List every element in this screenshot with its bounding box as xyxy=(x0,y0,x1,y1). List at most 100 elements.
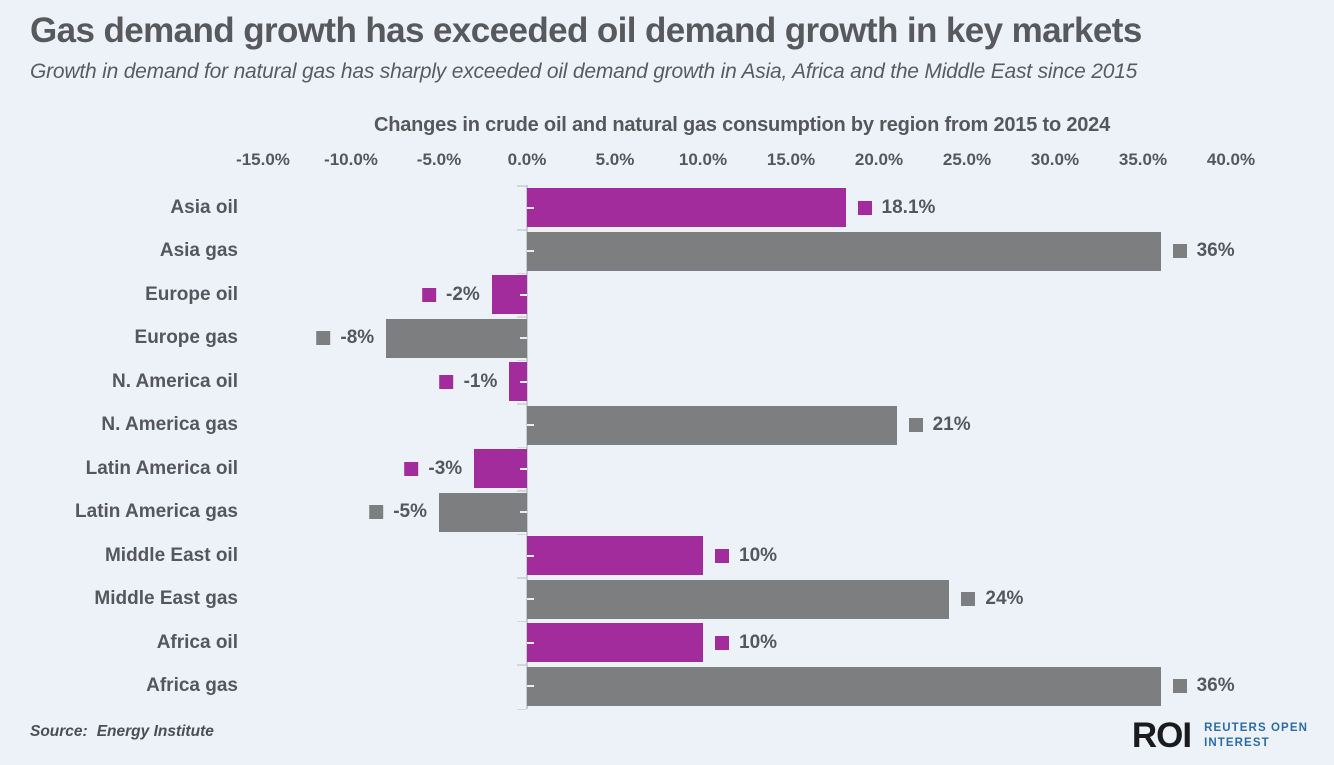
axis-center-tick xyxy=(520,337,527,339)
bar-asia-gas xyxy=(527,231,1161,271)
axis-boundary-tick xyxy=(517,359,526,362)
axis-boundary-tick xyxy=(517,577,526,579)
x-axis-tick-label: 10.0% xyxy=(678,150,728,169)
x-axis-tick-label: -15.0% xyxy=(236,150,290,169)
value-label: 10% xyxy=(739,631,778,653)
axis-boundary-tick xyxy=(517,533,526,536)
bar-n-america-gas xyxy=(527,405,897,445)
x-axis-tick-label: 25.0% xyxy=(942,150,992,169)
axis-center-tick xyxy=(527,598,534,600)
value-label: 10% xyxy=(739,544,778,566)
value-label-group: -1% xyxy=(439,370,498,393)
value-swatch-gas xyxy=(1172,679,1187,693)
category-label-middle-east-oil: Middle East oil xyxy=(104,544,238,566)
reuters-open-interest-logo: ROI REUTERS OPEN INTEREST xyxy=(1132,718,1308,753)
bar-n-america-oil xyxy=(509,362,527,401)
x-axis-tick-label: 35.0% xyxy=(1118,150,1168,169)
value-label-group: 36% xyxy=(1172,675,1235,697)
value-swatch-gas xyxy=(369,505,384,519)
value-swatch-oil xyxy=(857,200,872,215)
bar-europe-gas xyxy=(386,318,527,358)
axis-boundary-tick xyxy=(517,664,526,666)
axis-boundary-tick xyxy=(517,229,526,231)
axis-center-tick xyxy=(527,206,534,209)
value-label: -8% xyxy=(340,327,375,348)
bar-africa-oil xyxy=(527,623,703,662)
value-label: 24% xyxy=(985,588,1024,609)
value-swatch-oil xyxy=(715,548,729,563)
source-value: Energy Institute xyxy=(96,723,214,740)
axis-boundary-tick xyxy=(517,490,526,492)
bar-latin-america-gas xyxy=(439,492,527,532)
page-subtitle: Growth in demand for natural gas has sha… xyxy=(30,60,1138,83)
value-label: -2% xyxy=(446,283,480,305)
category-label-latin-america-gas: Latin America gas xyxy=(75,501,238,522)
axis-center-tick xyxy=(520,467,527,470)
axis-boundary-tick xyxy=(517,272,526,275)
axis-center-tick xyxy=(527,424,534,426)
x-axis-tick-label: 15.0% xyxy=(766,150,816,169)
roi-logo-text-line2: INTEREST xyxy=(1204,736,1270,749)
value-swatch-oil xyxy=(439,374,454,389)
axis-center-tick xyxy=(520,511,527,513)
axis-boundary-tick xyxy=(517,316,526,318)
value-swatch-oil xyxy=(715,635,729,650)
category-label-africa-gas: Africa gas xyxy=(146,675,238,696)
value-label: 36% xyxy=(1196,675,1235,696)
value-label-group: -3% xyxy=(404,458,462,480)
axis-boundary-tick xyxy=(517,403,526,405)
bar-middle-east-gas xyxy=(527,579,950,619)
axis-boundary-tick xyxy=(517,708,526,710)
category-label-n-america-gas: N. America gas xyxy=(101,414,238,435)
value-swatch-gas xyxy=(961,592,976,606)
category-label-n-america-oil: N. America oil xyxy=(111,370,238,392)
value-label-group: 18.1% xyxy=(857,196,936,219)
value-swatch-gas xyxy=(316,331,331,345)
zero-axis-line xyxy=(526,185,528,709)
value-swatch-oil xyxy=(422,287,436,302)
axis-center-tick xyxy=(527,554,534,557)
axis-boundary-tick xyxy=(517,620,526,623)
category-label-latin-america-oil: Latin America oil xyxy=(85,457,238,479)
value-label: 36% xyxy=(1196,240,1235,261)
category-label-africa-oil: Africa oil xyxy=(156,631,238,653)
x-axis-tick-label: 30.0% xyxy=(1030,150,1080,169)
value-swatch-gas xyxy=(908,418,923,432)
x-axis-tick-label: 40.0% xyxy=(1206,150,1256,169)
value-label-group: 24% xyxy=(961,588,1023,610)
bar-latin-america-oil xyxy=(474,449,527,488)
roi-logo-mark: ROI xyxy=(1131,716,1192,755)
value-swatch-gas xyxy=(1172,244,1187,258)
value-label-group: 21% xyxy=(908,414,971,436)
value-label: -1% xyxy=(463,370,498,392)
bar-africa-gas xyxy=(527,666,1161,706)
value-label-group: -8% xyxy=(316,327,374,349)
value-label-group: -5% xyxy=(369,501,427,523)
value-label: 21% xyxy=(932,414,971,435)
axis-center-tick xyxy=(527,641,534,644)
value-label: -5% xyxy=(393,501,427,522)
axis-boundary-tick xyxy=(517,446,526,449)
category-label-europe-oil: Europe oil xyxy=(145,283,238,305)
value-label-group: 10% xyxy=(715,545,777,567)
value-swatch-oil xyxy=(404,461,419,476)
roi-logo-text-line1: REUTERS OPEN xyxy=(1204,721,1308,734)
chart-title: Changes in crude oil and natural gas con… xyxy=(373,114,1111,136)
x-axis-tick-label: 0.0% xyxy=(507,150,547,169)
axis-boundary-tick xyxy=(517,185,526,187)
axis-center-tick xyxy=(527,685,534,687)
x-axis-tick-label: -10.0% xyxy=(324,150,378,169)
category-label-europe-gas: Europe gas xyxy=(134,327,238,348)
category-label-asia-gas: Asia gas xyxy=(159,240,238,261)
category-label-middle-east-gas: Middle East gas xyxy=(94,588,238,609)
roi-logo-text: REUTERS OPEN INTEREST xyxy=(1204,721,1308,751)
axis-center-tick xyxy=(520,380,527,383)
axis-center-tick xyxy=(527,250,534,252)
x-axis-tick-label: 5.0% xyxy=(595,150,635,169)
value-label: 18.1% xyxy=(881,196,936,218)
bar-asia-oil xyxy=(527,188,846,227)
source-label: Source: xyxy=(30,723,88,740)
source-line: Source: Energy Institute xyxy=(30,723,214,741)
category-label-asia-oil: Asia oil xyxy=(170,196,238,218)
